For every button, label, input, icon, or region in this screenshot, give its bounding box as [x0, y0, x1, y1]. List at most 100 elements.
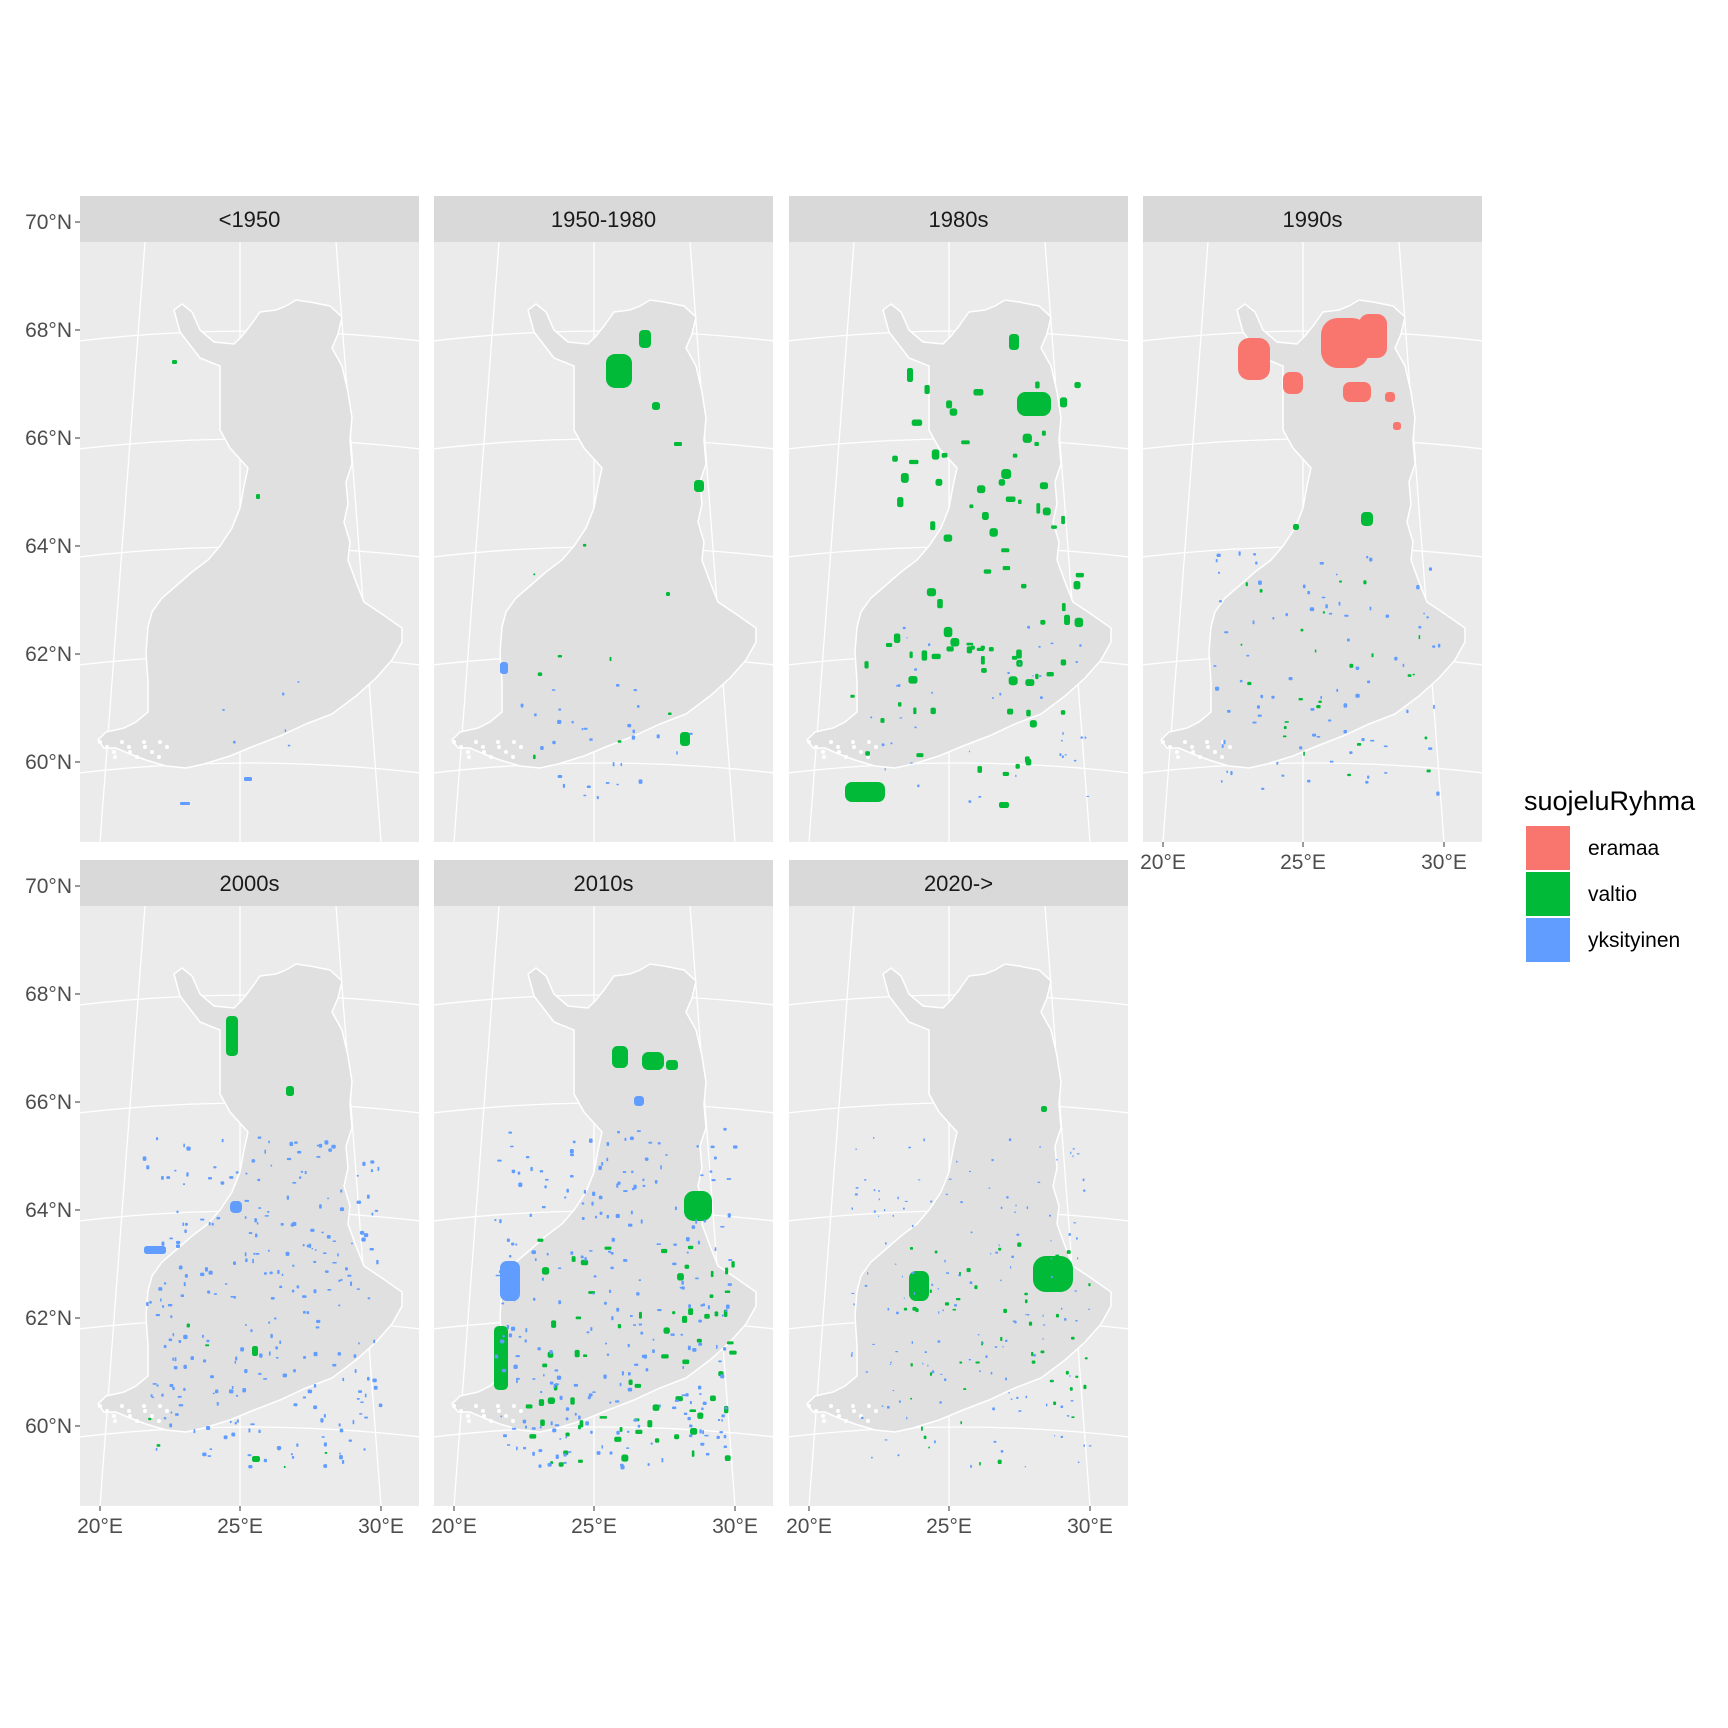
protected-area-polygon: [233, 1295, 236, 1299]
protected-area-polygon: [897, 1196, 899, 1200]
protected-area-polygon: [1329, 760, 1334, 763]
protected-area-polygon: [557, 775, 563, 779]
graticule-parallel: [434, 1426, 773, 1438]
protected-area-polygon: [966, 1268, 971, 1273]
protected-area-polygon: [144, 1246, 166, 1254]
protected-area-polygon: [1025, 679, 1035, 686]
protected-area-polygon: [533, 573, 536, 576]
protected-area-polygon: [609, 656, 612, 662]
protected-area-polygon: [716, 1435, 720, 1439]
protected-area-polygon: [206, 1339, 210, 1343]
protected-area-polygon: [884, 1439, 888, 1441]
protected-area-polygon: [1060, 1405, 1064, 1408]
protected-area-polygon: [553, 1383, 556, 1388]
protected-area-polygon: [661, 1248, 668, 1254]
graticule-parallel: [789, 762, 1128, 774]
protected-area-polygon: [270, 1164, 273, 1167]
protected-area-polygon: [213, 1293, 217, 1295]
protected-area-polygon: [1255, 561, 1258, 565]
map-area: [789, 906, 1128, 1506]
protected-area-polygon: [540, 1390, 543, 1394]
protected-area-polygon: [1328, 612, 1333, 615]
protected-area-polygon: [303, 1310, 306, 1314]
graticule-meridian: [689, 242, 736, 842]
protected-area-polygon: [969, 1281, 973, 1285]
protected-area-polygon: [1428, 567, 1433, 571]
protected-area-polygon: [884, 1242, 887, 1245]
protected-area-polygon: [1002, 1345, 1004, 1348]
protected-area-polygon: [1416, 585, 1420, 590]
protected-area-polygon: [327, 1197, 329, 1200]
archipelago-island: [489, 755, 493, 759]
archipelago-island: [874, 745, 878, 749]
protected-area-polygon: [1088, 1445, 1092, 1447]
protected-area-polygon: [582, 543, 587, 547]
protected-area-polygon: [247, 1454, 252, 1457]
archipelago-island: [496, 740, 500, 744]
protected-area-polygon: [1367, 775, 1370, 779]
protected-area-polygon: [894, 1263, 897, 1265]
protected-area-polygon: [895, 1350, 899, 1353]
protected-area-polygon: [887, 1307, 890, 1311]
protected-area-polygon: [897, 702, 902, 707]
protected-area-polygon: [1050, 1276, 1053, 1279]
protected-area-polygon: [696, 1338, 702, 1343]
protected-area-polygon: [1012, 1320, 1016, 1323]
protected-area-polygon: [146, 1165, 150, 1170]
protected-area-polygon: [518, 1182, 523, 1187]
protected-area-polygon: [257, 1178, 261, 1182]
protected-area-polygon: [510, 1326, 516, 1331]
protected-area-polygon: [1307, 590, 1311, 595]
legend-key-yksityinen: [1526, 918, 1570, 962]
protected-area-polygon: [1383, 745, 1388, 748]
protected-area-polygon: [354, 1369, 357, 1373]
graticule-parallel: [1143, 762, 1482, 774]
protected-area-polygon: [588, 1393, 593, 1397]
protected-area-polygon: [601, 1445, 604, 1449]
protected-area-polygon: [255, 1233, 258, 1238]
protected-area-polygon: [1424, 736, 1428, 740]
protected-area-polygon: [638, 1311, 642, 1319]
protected-area-polygon: [974, 1285, 978, 1290]
protected-area-polygon: [1385, 392, 1395, 402]
protected-area-polygon: [359, 1230, 365, 1235]
protected-area-polygon: [606, 354, 632, 388]
protected-area-polygon: [163, 1344, 167, 1349]
protected-area-polygon: [1076, 1153, 1080, 1155]
protected-area-polygon: [916, 753, 924, 758]
protected-area-polygon: [292, 1264, 295, 1267]
protected-area-polygon: [980, 645, 985, 650]
lon-tick-label: 25°E: [571, 1515, 617, 1538]
protected-area-polygon: [538, 1399, 545, 1407]
protected-area-polygon: [704, 1434, 709, 1437]
protected-area-polygon: [339, 1207, 345, 1212]
protected-area-polygon: [979, 1461, 981, 1466]
protected-area-polygon: [310, 1228, 315, 1232]
archipelago-island: [844, 1419, 848, 1423]
protected-area-polygon: [682, 1359, 690, 1365]
protected-area-polygon: [1005, 1377, 1007, 1381]
protected-area-polygon: [163, 1282, 167, 1285]
archipelago-island: [105, 745, 109, 749]
protected-area-polygon: [339, 1455, 343, 1460]
protected-area-polygon: [563, 1453, 567, 1457]
protected-area-polygon: [1359, 314, 1387, 358]
archipelago-island: [128, 750, 132, 754]
protected-area-polygon: [931, 653, 941, 660]
protected-area-polygon: [617, 740, 622, 743]
protected-area-polygon: [604, 1301, 607, 1305]
protected-area-polygon: [302, 1396, 307, 1399]
archipelago-island: [1206, 745, 1210, 749]
protected-area-polygon: [268, 1351, 271, 1356]
protected-area-polygon: [373, 1385, 378, 1390]
lon-tick-label: 30°E: [358, 1515, 404, 1538]
protected-area-polygon: [1011, 655, 1018, 660]
protected-area-polygon: [698, 1342, 703, 1346]
protected-area-polygon: [1000, 1206, 1003, 1209]
archipelago-island: [829, 740, 833, 744]
lon-tick-label: 30°E: [712, 1515, 758, 1538]
protected-area-polygon: [302, 1244, 305, 1247]
archipelago-island: [1198, 755, 1202, 759]
protected-area-polygon: [270, 1333, 273, 1339]
archipelago-island: [150, 750, 154, 754]
